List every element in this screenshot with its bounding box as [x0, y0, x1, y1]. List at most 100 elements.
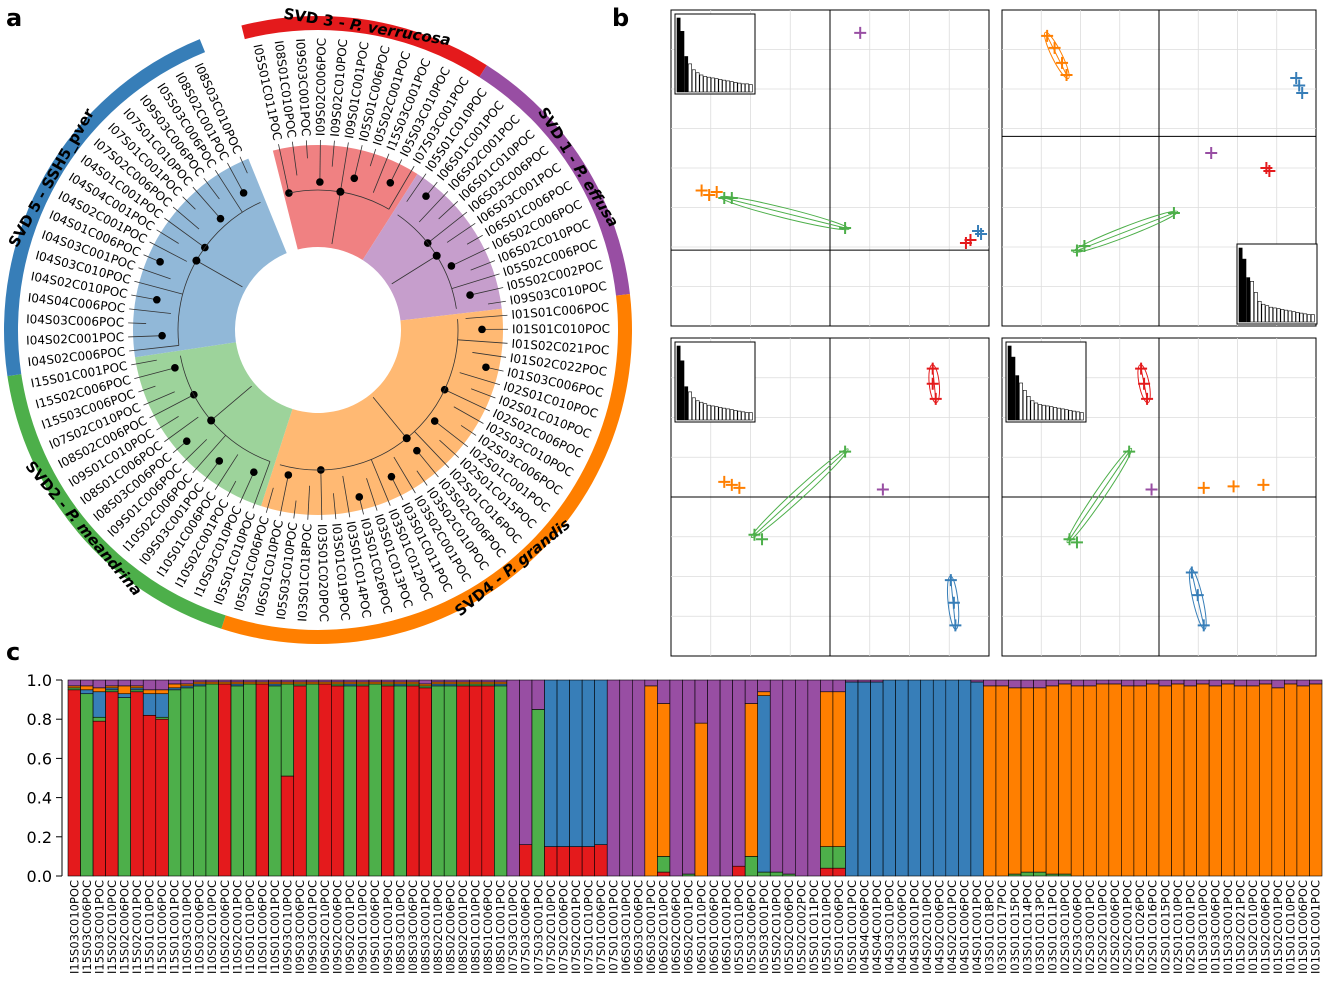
branch	[279, 474, 289, 517]
branch	[131, 294, 157, 301]
leaf-label: I03S01C018POC	[295, 523, 314, 622]
bar-segment	[1083, 679, 1097, 687]
bar-segment	[1033, 687, 1047, 873]
branch	[182, 439, 208, 464]
bar-segment	[406, 685, 420, 877]
bar-segment	[732, 865, 746, 877]
x-tick-label: I10S02C001POC	[230, 880, 244, 974]
bar-segment	[1083, 685, 1097, 877]
bar-segment	[130, 679, 144, 687]
branch	[353, 145, 363, 179]
scree-bar	[722, 407, 727, 421]
bar-segment	[130, 691, 144, 877]
pca-point	[1060, 68, 1073, 81]
bar-segment	[92, 716, 106, 722]
bar-segment	[468, 685, 483, 877]
x-tick-label: I06S01C006POC	[707, 880, 721, 974]
branch	[342, 475, 351, 518]
branch	[366, 478, 378, 511]
branch	[393, 456, 416, 494]
bar-segment	[368, 683, 382, 877]
branch	[469, 287, 504, 296]
x-tick-label: I05S01C001POC	[845, 880, 859, 974]
bar-segment	[782, 679, 796, 875]
bar-segment	[757, 691, 771, 696]
x-tick-label: I10S03C006POC	[193, 880, 207, 974]
bar-segment	[1284, 679, 1298, 685]
scree-bar	[1303, 313, 1308, 323]
x-tick-label: I09S03C001POC	[306, 880, 320, 974]
scree-bar	[1272, 307, 1277, 323]
bar-segment	[481, 679, 495, 683]
cluster-ellipse	[1072, 210, 1179, 254]
y-tick-label: 0.2	[27, 828, 52, 847]
x-tick-label: I15S03C001POC	[92, 880, 106, 974]
cluster-link	[724, 197, 846, 229]
bar-segment	[443, 685, 458, 877]
bar-segment	[820, 846, 834, 869]
scree-bar	[688, 63, 692, 93]
bar-segment	[1309, 683, 1323, 877]
x-tick-label: I08S03C001POC	[418, 880, 432, 974]
scree-bar	[1246, 277, 1251, 323]
bar-segment	[80, 679, 94, 687]
scree-bar	[726, 408, 730, 421]
branch	[265, 487, 274, 513]
scree-bar	[707, 404, 711, 421]
x-tick-label: I01S03C010POC	[1196, 880, 1210, 974]
branch	[372, 153, 390, 193]
bar-segment	[795, 679, 809, 877]
bar-segment	[1284, 683, 1298, 877]
branch	[129, 345, 179, 352]
node-support	[171, 364, 179, 372]
bar-segment	[519, 679, 533, 845]
x-tick-label: I08S02C001POC	[456, 880, 470, 974]
bar-segment	[1008, 687, 1022, 875]
bar-segment	[1045, 679, 1059, 687]
scree-bar	[1299, 312, 1304, 323]
pca-plot-b2	[1001, 9, 1318, 327]
bar-segment	[631, 679, 646, 877]
leaf-label: I09S03C001POC	[293, 38, 313, 137]
branch	[438, 201, 459, 220]
bar-segment	[1171, 683, 1185, 877]
x-tick-label: I06S02C001POC	[682, 880, 696, 974]
scree-bar	[714, 78, 719, 93]
branch	[172, 206, 200, 230]
scree-bar	[699, 74, 704, 93]
scree-bar	[680, 360, 685, 421]
clade-shade-SVD4	[261, 308, 504, 516]
pca-point	[1205, 146, 1218, 159]
bar-segment	[393, 679, 407, 683]
branch	[369, 148, 377, 167]
cluster-link	[1076, 212, 1175, 252]
x-tick-label: I09S01C010POC	[356, 880, 370, 974]
bar-segment	[293, 685, 307, 877]
branch	[370, 459, 391, 506]
node-support	[466, 291, 474, 299]
scree-bar	[1250, 280, 1254, 323]
branch	[129, 308, 171, 314]
bar-segment	[820, 679, 834, 693]
branch	[457, 339, 508, 344]
node-support	[158, 331, 166, 340]
branch	[444, 389, 491, 412]
bar-segment	[1146, 679, 1160, 685]
bar-segment	[230, 679, 244, 683]
branch	[389, 159, 403, 183]
bar-segment	[381, 679, 395, 683]
bar-segment	[820, 691, 834, 847]
bar-segment	[142, 689, 157, 695]
bar-segment	[1158, 685, 1172, 877]
clade-arc-SVD4	[221, 294, 632, 645]
node-support	[386, 179, 395, 187]
bar-segment	[1121, 685, 1135, 877]
bar-segment	[1008, 679, 1022, 689]
node-support	[402, 434, 411, 443]
bar-segment	[142, 693, 157, 716]
bar-segment	[1108, 683, 1122, 877]
bar-segment	[80, 693, 94, 877]
x-tick-label: I03S01C015POC	[1008, 880, 1022, 974]
bar-segment	[694, 679, 708, 724]
bar-segment	[657, 871, 671, 877]
